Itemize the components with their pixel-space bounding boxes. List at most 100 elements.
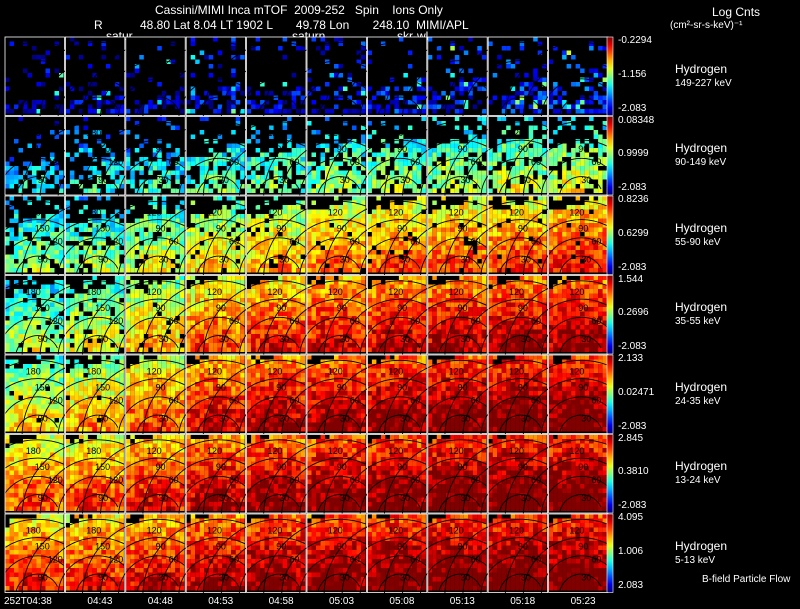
- heatmap-cell: [45, 338, 50, 343]
- heatmap-cell: [300, 275, 306, 280]
- heatmap-cell: [269, 343, 274, 348]
- heatmap-cell: [195, 161, 200, 166]
- heatmap-cell: [14, 316, 19, 321]
- heatmap-cell: [157, 179, 162, 184]
- heatmap-cell: [593, 218, 599, 223]
- heatmap-cell: [278, 320, 283, 325]
- heatmap-cell: [300, 280, 306, 285]
- heatmap-cell: [134, 64, 140, 69]
- heatmap-cell: [416, 254, 422, 259]
- heatmap-cell: [376, 161, 381, 166]
- heatmap-cell: [403, 214, 408, 219]
- heatmap-cell: [231, 218, 236, 223]
- heatmap-cell: [148, 100, 153, 105]
- heatmap-cell: [152, 227, 158, 232]
- heatmap-cell: [161, 329, 167, 334]
- heatmap-cell: [481, 116, 487, 121]
- heatmap-cell: [307, 232, 312, 237]
- heatmap-cell: [403, 268, 408, 273]
- heatmap-cell: [361, 236, 366, 241]
- heatmap-cell: [316, 307, 321, 312]
- heatmap-cell: [463, 200, 469, 205]
- heatmap-cell: [101, 311, 106, 316]
- heatmap-cell: [537, 214, 543, 219]
- heatmap-cell: [273, 166, 279, 171]
- heatmap-cell: [296, 311, 301, 316]
- heatmap-cell: [510, 175, 516, 180]
- heatmap-cell: [186, 254, 191, 259]
- heatmap-cell: [575, 268, 581, 273]
- heatmap-cell: [338, 320, 343, 325]
- heatmap-cell: [361, 125, 366, 130]
- heatmap-cell: [148, 188, 153, 193]
- heatmap-cell: [376, 179, 381, 184]
- contour-line: [377, 176, 421, 199]
- heatmap-cell: [515, 209, 520, 214]
- heatmap-cell: [380, 245, 386, 250]
- heatmap-cell: [152, 293, 158, 298]
- heatmap-cell: [291, 227, 297, 232]
- heatmap-cell: [548, 148, 554, 153]
- heatmap-cell: [371, 254, 377, 259]
- heatmap-cell: [251, 329, 256, 334]
- heatmap-cell: [175, 307, 180, 312]
- heatmap-cell: [416, 188, 422, 193]
- heatmap-cell: [139, 232, 144, 237]
- heatmap-cell: [199, 245, 205, 250]
- heatmap-cell: [179, 280, 185, 285]
- heatmap-cell: [199, 170, 205, 175]
- heatmap-cell: [195, 280, 200, 285]
- heatmap-cell: [231, 307, 236, 312]
- heatmap-cell: [110, 184, 115, 189]
- heatmap-cell: [36, 218, 41, 223]
- heatmap-cell: [602, 104, 608, 109]
- heatmap-cell: [501, 188, 507, 193]
- heatmap-cell: [325, 188, 330, 193]
- heatmap-cell: [403, 170, 408, 175]
- heatmap-cell: [338, 241, 343, 246]
- heatmap-cell: [472, 263, 478, 268]
- heatmap-cell: [134, 68, 140, 73]
- heatmap-cell: [251, 298, 256, 303]
- heatmap-cell: [296, 320, 301, 325]
- heatmap-cell: [472, 232, 478, 237]
- heatmap-cell: [282, 157, 288, 162]
- heatmap-cell: [69, 236, 75, 241]
- heatmap-cell: [352, 148, 357, 153]
- heatmap-cell: [175, 188, 180, 193]
- heatmap-cell: [287, 175, 292, 180]
- heatmap-cell: [32, 329, 37, 334]
- heatmap-cell: [235, 152, 241, 157]
- heatmap-cell: [273, 259, 279, 264]
- heatmap-cell: [50, 329, 55, 334]
- heatmap-cell: [602, 263, 608, 268]
- heatmap-cell: [148, 227, 153, 232]
- heatmap-cell: [45, 329, 50, 334]
- heatmap-cell: [296, 325, 301, 330]
- heatmap-cell: [436, 46, 442, 51]
- heatmap-cell: [454, 100, 460, 105]
- heatmap-cell: [506, 104, 511, 109]
- heatmap-cell: [316, 179, 321, 184]
- contour-label: 90: [578, 223, 588, 233]
- heatmap-cell: [101, 293, 106, 298]
- heatmap-cell: [23, 320, 28, 325]
- heatmap-cell: [352, 152, 357, 157]
- heatmap-cell: [598, 254, 603, 259]
- heatmap-cell: [65, 268, 70, 273]
- heatmap-cell: [54, 307, 59, 312]
- heatmap-cell: [352, 236, 357, 241]
- heatmap-cell: [9, 311, 14, 316]
- heatmap-cell: [398, 245, 404, 250]
- heatmap-cell: [528, 148, 534, 153]
- heatmap-cell: [278, 241, 283, 246]
- heatmap-cell: [492, 236, 498, 241]
- heatmap-cell: [213, 302, 218, 307]
- heatmap-cell: [161, 209, 167, 214]
- heatmap-cell: [380, 184, 386, 189]
- heatmap-cell: [421, 218, 426, 223]
- heatmap-cell: [148, 268, 153, 273]
- heatmap-cell: [602, 232, 608, 237]
- heatmap-cell: [213, 259, 218, 264]
- heatmap-cell: [27, 245, 32, 250]
